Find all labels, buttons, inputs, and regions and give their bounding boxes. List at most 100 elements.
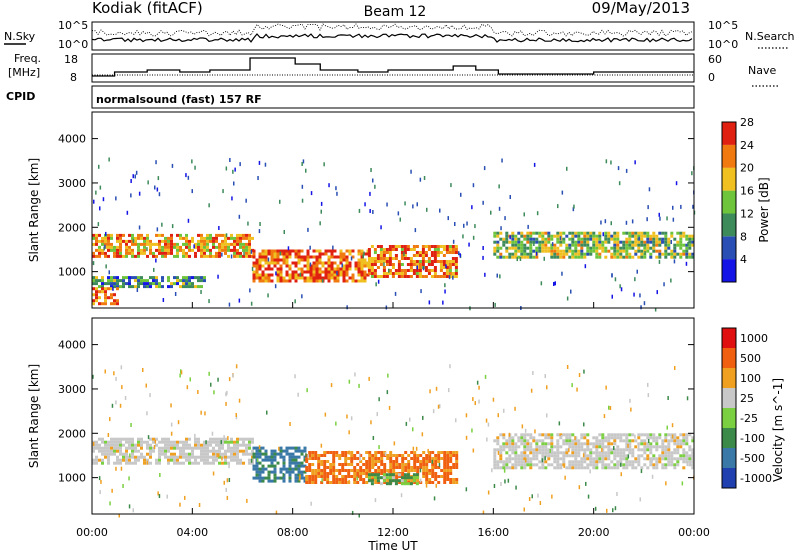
- echo-cell: [526, 237, 530, 241]
- echo-cell: [164, 245, 167, 249]
- echo-cell: [388, 479, 392, 483]
- echo-cell: [556, 445, 560, 449]
- scatter-cell: [146, 460, 149, 465]
- echo-cell: [101, 279, 104, 283]
- echo-cell: [443, 463, 447, 466]
- echo-cell: [610, 252, 614, 256]
- echo-cell: [607, 454, 611, 458]
- echo-cell: [110, 233, 113, 237]
- echo-cell: [637, 240, 641, 244]
- echo-cell: [255, 449, 259, 453]
- echo-cell: [306, 249, 310, 253]
- scatter-cell: [458, 251, 460, 256]
- echo-cell: [273, 458, 277, 462]
- scatter-cell: [104, 369, 106, 374]
- echo-cell: [285, 470, 289, 474]
- echo-cell: [107, 233, 110, 237]
- colorbar-tick-label: 8: [740, 230, 747, 243]
- echo-cell: [311, 481, 315, 484]
- echo-cell: [427, 257, 431, 260]
- echo-cell: [95, 248, 98, 252]
- echo-cell: [348, 264, 352, 268]
- echo-cell: [565, 246, 569, 250]
- echo-cell: [336, 267, 340, 271]
- echo-cell: [258, 267, 262, 271]
- echo-cell: [356, 463, 360, 466]
- echo-cell: [336, 273, 340, 277]
- echo-cell: [336, 279, 340, 283]
- echo-cell: [628, 448, 632, 452]
- echo-cell: [152, 242, 155, 246]
- echo-cell: [430, 263, 434, 266]
- echo-cell: [101, 251, 104, 255]
- echo-cell: [565, 448, 569, 452]
- echo-cell: [601, 243, 605, 247]
- scatter-cell: [627, 454, 630, 459]
- echo-cell: [267, 479, 271, 483]
- echo-cell: [227, 254, 230, 258]
- echo-cell: [410, 466, 414, 469]
- echo-cell: [589, 448, 593, 452]
- echo-cell: [279, 273, 283, 277]
- echo-cell: [523, 457, 527, 461]
- echo-cell: [628, 231, 632, 235]
- echo-cell: [341, 475, 345, 478]
- echo-cell: [385, 257, 389, 260]
- echo-cell: [321, 261, 325, 265]
- echo-cell: [248, 440, 251, 444]
- echo-cell: [119, 236, 122, 240]
- echo-cell: [574, 249, 578, 253]
- echo-cell: [508, 466, 512, 470]
- echo-cell: [360, 252, 364, 256]
- echo-cell: [101, 452, 104, 456]
- echo-cell: [300, 267, 304, 271]
- echo-cell: [342, 258, 346, 262]
- echo-cell: [324, 249, 328, 253]
- echo-cell: [353, 466, 357, 469]
- echo-cell: [556, 457, 560, 461]
- echo-cell: [311, 478, 315, 481]
- scatter-cell: [578, 373, 581, 377]
- echo-cell: [679, 457, 683, 461]
- echo-cell: [261, 273, 265, 277]
- echo-cell: [332, 451, 336, 454]
- echo-cell: [149, 449, 152, 453]
- echo-cell: [363, 270, 367, 274]
- scatter-cell: [484, 272, 486, 277]
- echo-cell: [379, 254, 383, 257]
- scatter-cell: [675, 181, 678, 186]
- echo-cell: [110, 279, 113, 283]
- echo-cell: [538, 460, 542, 464]
- scatter-cell: [322, 278, 324, 283]
- echo-cell: [221, 446, 224, 450]
- scatter-cell: [227, 436, 229, 441]
- echo-cell: [568, 442, 572, 446]
- echo-cell: [119, 248, 122, 252]
- echo-cell: [454, 266, 458, 269]
- echo-cell: [449, 472, 453, 475]
- echo-cell: [688, 460, 692, 464]
- echo-cell: [388, 476, 392, 480]
- echo-cell: [252, 455, 256, 459]
- echo-cell: [583, 231, 587, 235]
- echo-cell: [523, 249, 527, 253]
- nsky-trace: [91, 33, 693, 43]
- echo-cell: [367, 269, 371, 272]
- echo-cell: [348, 276, 352, 280]
- echo-cell: [152, 440, 155, 444]
- echo-cell: [496, 246, 500, 250]
- echo-cell: [377, 481, 381, 484]
- echo-cell: [285, 270, 289, 274]
- echo-cell: [294, 249, 298, 253]
- echo-cell: [625, 237, 629, 241]
- echo-cell: [125, 461, 128, 465]
- echo-cell: [146, 233, 149, 237]
- echo-cell: [224, 251, 227, 255]
- scatter-cell: [509, 195, 511, 199]
- echo-cell: [261, 452, 265, 456]
- echo-cell: [137, 437, 140, 441]
- echo-cell: [595, 448, 599, 452]
- echo-cell: [300, 270, 304, 274]
- echo-cell: [398, 463, 402, 466]
- echo-cell: [493, 454, 497, 458]
